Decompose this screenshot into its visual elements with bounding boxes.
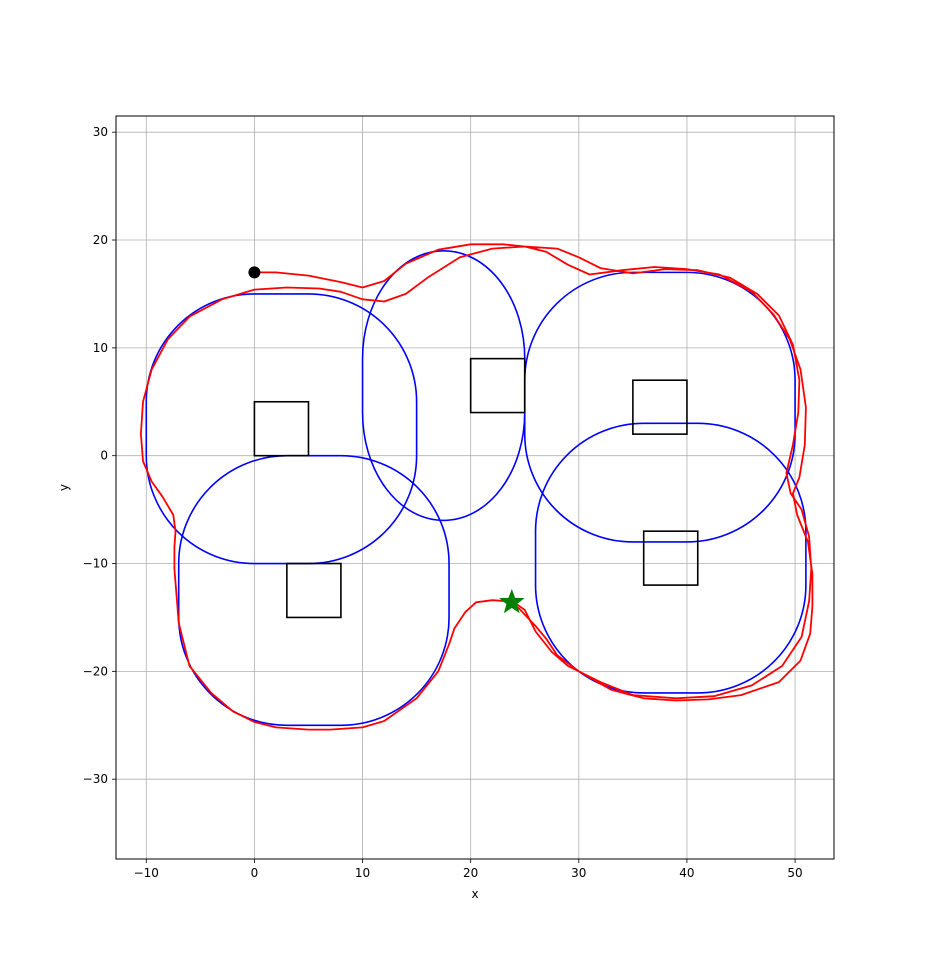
safe-region-boundary xyxy=(361,249,526,522)
safe-region-boundary xyxy=(523,271,796,543)
boundary-curves xyxy=(145,249,807,727)
y-tick-label: 30 xyxy=(93,125,108,139)
start-point xyxy=(248,266,261,279)
x-tick-label: 20 xyxy=(463,866,478,880)
axis-ticks: −10 0 10 20 30 40 50 −30 −20 −10 0 10 20 30 xyxy=(83,125,803,880)
obstacle-square xyxy=(632,379,688,435)
x-tick-label: 50 xyxy=(787,866,802,880)
x-tick-label: 40 xyxy=(679,866,694,880)
y-tick-label: −20 xyxy=(83,664,108,678)
x-tick-label: 30 xyxy=(571,866,586,880)
obstacle-square xyxy=(469,357,526,414)
safe-region-boundary xyxy=(534,422,807,694)
safe-region-boundary xyxy=(145,293,418,565)
trajectory-line xyxy=(139,243,814,731)
plot-area-frame xyxy=(115,115,835,860)
y-tick-label: 20 xyxy=(93,233,108,247)
obstacles xyxy=(253,357,699,619)
safe-region-boundary xyxy=(177,454,450,727)
goal-star xyxy=(499,588,525,614)
y-tick-label: 0 xyxy=(100,449,108,463)
y-axis-label: y xyxy=(57,484,71,491)
y-tick-label: −30 xyxy=(83,772,108,786)
obstacle-square xyxy=(642,530,699,586)
x-tick-label: 0 xyxy=(251,866,259,880)
y-tick-label: 10 xyxy=(93,341,108,355)
x-axis-label: x xyxy=(471,887,478,901)
markers xyxy=(248,266,525,614)
x-tick-label: 10 xyxy=(355,866,370,880)
obstacle-square xyxy=(286,562,342,619)
trajectory xyxy=(139,243,814,731)
obstacle-square xyxy=(253,400,310,457)
x-tick-label: −10 xyxy=(134,866,159,880)
y-tick-label: −10 xyxy=(83,557,108,571)
grid xyxy=(116,116,834,859)
